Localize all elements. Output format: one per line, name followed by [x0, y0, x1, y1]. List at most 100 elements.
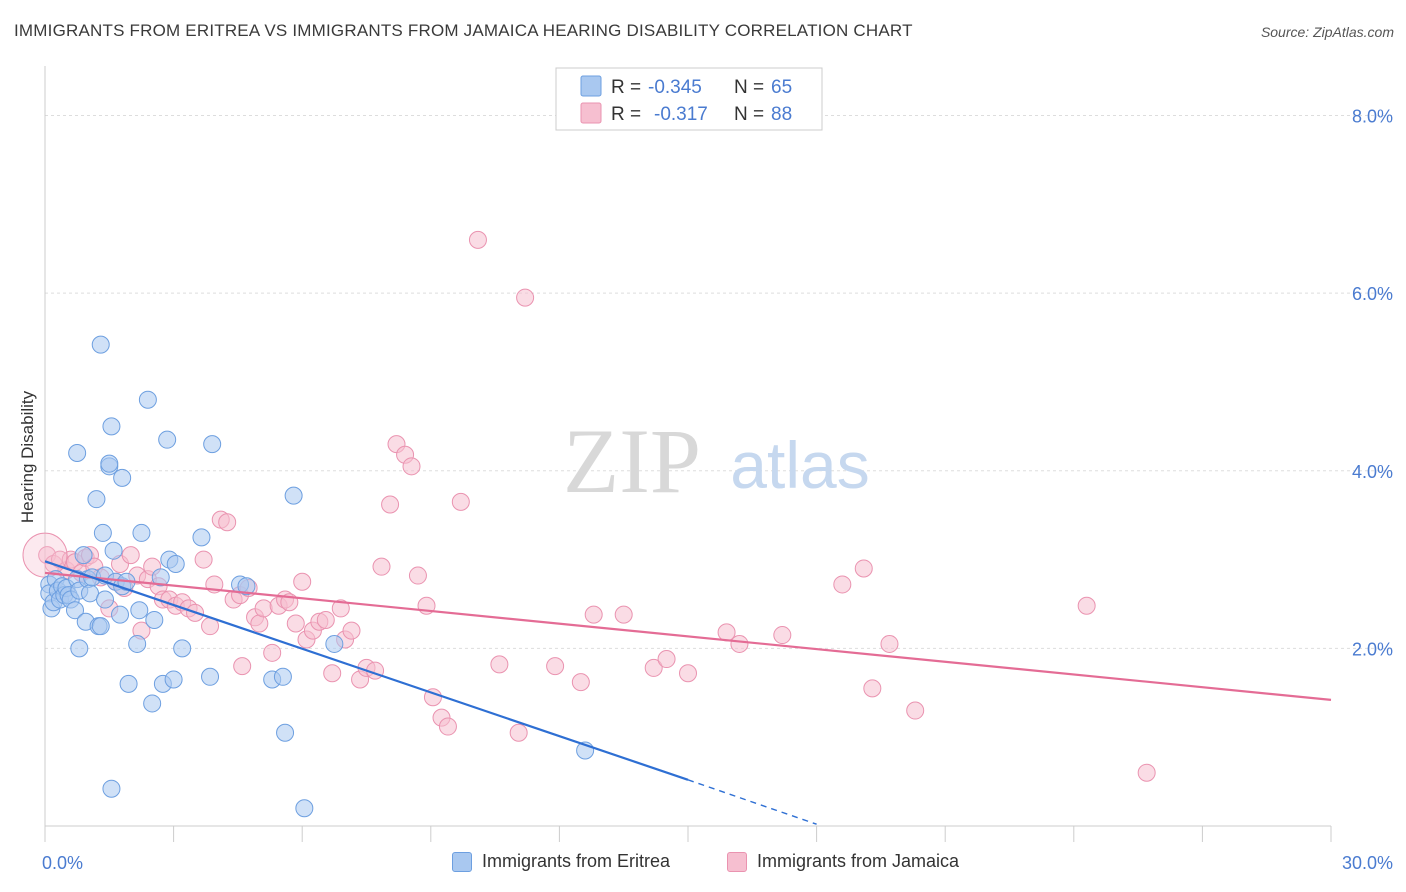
data-point-eritrea	[273, 667, 292, 686]
legend-n-label-eritrea: N =	[734, 77, 764, 98]
data-point-eritrea	[87, 490, 106, 509]
x-tick-label: 30.0%	[1342, 853, 1393, 873]
data-point-jamaica	[644, 658, 663, 677]
watermark-zip: ZIP	[563, 410, 701, 512]
legend-item-eritrea: Immigrants from Eritrea	[452, 851, 670, 872]
data-point-jamaica	[679, 664, 697, 683]
data-point-jamaica	[509, 723, 528, 742]
data-point-eritrea	[68, 444, 87, 462]
y-tick-label: 8.0%	[1352, 107, 1393, 127]
data-point-jamaica	[833, 575, 852, 594]
legend-n-value-eritrea: 65	[771, 77, 792, 98]
data-point-jamaica	[1077, 596, 1096, 615]
data-point-jamaica	[233, 657, 252, 676]
data-point-jamaica	[880, 634, 899, 653]
legend-swatch-eritrea	[580, 75, 602, 97]
legend-r-label-jamaica: R =	[611, 104, 641, 125]
data-point-eritrea	[128, 634, 147, 653]
data-point-jamaica	[584, 605, 603, 624]
data-point-eritrea	[102, 779, 121, 798]
data-point-jamaica	[218, 513, 237, 532]
legend-r-value-eritrea: -0.345	[648, 77, 702, 98]
data-point-eritrea	[237, 577, 256, 596]
data-point-eritrea	[132, 523, 151, 542]
series-eritrea-points	[40, 335, 595, 818]
data-point-jamaica	[408, 566, 427, 585]
trend-line-eritrea	[44, 560, 689, 781]
data-point-jamaica	[516, 288, 535, 307]
data-point-eritrea	[164, 670, 183, 689]
data-point-jamaica	[250, 614, 269, 633]
data-point-eritrea	[111, 605, 130, 624]
data-point-eritrea	[192, 528, 211, 547]
legend-label-eritrea: Immigrants from Eritrea	[482, 851, 671, 871]
data-point-jamaica	[286, 614, 305, 633]
series-jamaica-points	[22, 230, 1156, 782]
correlation-legend: R = -0.345 N = 65 R = -0.317 N = 88	[555, 67, 823, 131]
legend-swatch-jamaica	[580, 102, 602, 124]
data-point-eritrea	[201, 667, 220, 686]
data-point-eritrea	[93, 523, 112, 542]
data-point-jamaica	[1137, 763, 1156, 782]
data-point-eritrea	[325, 634, 344, 653]
trend-lines	[44, 560, 1332, 825]
data-point-eritrea	[74, 546, 93, 565]
data-point-eritrea	[143, 694, 162, 713]
data-point-eritrea	[104, 541, 123, 560]
data-point-jamaica	[906, 701, 925, 720]
x-tick-label: 0.0%	[42, 853, 83, 873]
data-point-jamaica	[316, 610, 335, 629]
gridlines	[45, 115, 1392, 649]
watermark: ZIP atlas	[563, 410, 870, 512]
data-point-jamaica	[331, 599, 350, 618]
y-tick-label: 4.0%	[1352, 462, 1393, 482]
data-point-eritrea	[91, 335, 110, 354]
data-point-eritrea	[81, 584, 100, 603]
data-point-jamaica	[657, 650, 676, 669]
data-point-jamaica	[773, 626, 792, 645]
data-point-jamaica	[372, 557, 391, 576]
data-point-eritrea	[96, 590, 115, 609]
y-axis-label: Hearing Disability	[18, 390, 37, 523]
data-point-jamaica	[438, 717, 457, 736]
bottom-legend: Immigrants from Eritrea Immigrants from …	[0, 851, 1406, 879]
data-point-jamaica	[730, 634, 749, 653]
data-point-eritrea	[203, 435, 222, 454]
data-point-eritrea	[70, 639, 89, 658]
data-point-jamaica	[854, 559, 873, 578]
data-point-eritrea	[113, 468, 132, 487]
data-point-jamaica	[546, 657, 565, 676]
data-point-jamaica	[22, 532, 68, 578]
data-point-eritrea	[102, 417, 121, 436]
data-point-eritrea	[145, 610, 164, 629]
data-point-eritrea	[91, 617, 110, 636]
data-point-eritrea	[295, 799, 314, 818]
legend-item-jamaica: Immigrants from Jamaica	[727, 851, 959, 872]
trend-line-jamaica	[44, 571, 1332, 701]
data-point-eritrea	[130, 601, 149, 620]
axes	[44, 66, 1332, 842]
y-tick-label: 2.0%	[1352, 639, 1393, 659]
data-point-jamaica	[263, 643, 282, 662]
data-point-eritrea	[100, 454, 119, 473]
watermark-atlas: atlas	[730, 428, 869, 502]
data-point-eritrea	[151, 568, 170, 587]
data-point-jamaica	[571, 673, 590, 692]
data-point-jamaica	[423, 688, 442, 707]
data-point-eritrea	[138, 390, 157, 409]
source-label: Source: ZipAtlas.com	[1260, 24, 1394, 40]
data-point-jamaica	[342, 621, 361, 640]
legend-n-value-jamaica: 88	[771, 104, 792, 125]
legend-r-label-eritrea: R =	[611, 77, 641, 98]
data-point-jamaica	[402, 457, 421, 476]
trend-line-eritrea-extension	[687, 779, 817, 825]
legend-r-value-jamaica: -0.317	[654, 104, 708, 125]
legend-label-jamaica: Immigrants from Jamaica	[757, 851, 960, 871]
data-point-eritrea	[66, 601, 85, 620]
y-tick-label: 6.0%	[1352, 284, 1393, 304]
legend-n-label-jamaica: N =	[734, 104, 764, 125]
data-point-jamaica	[293, 572, 312, 591]
data-point-jamaica	[451, 492, 470, 511]
data-point-eritrea	[158, 430, 177, 449]
